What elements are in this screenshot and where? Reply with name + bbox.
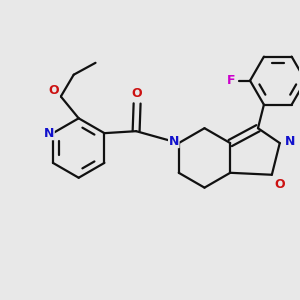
Text: O: O xyxy=(49,84,59,97)
Text: O: O xyxy=(132,87,142,100)
Text: N: N xyxy=(284,135,295,148)
Text: N: N xyxy=(44,127,54,140)
Text: N: N xyxy=(169,135,179,148)
Text: F: F xyxy=(227,74,236,87)
Text: O: O xyxy=(274,178,285,191)
